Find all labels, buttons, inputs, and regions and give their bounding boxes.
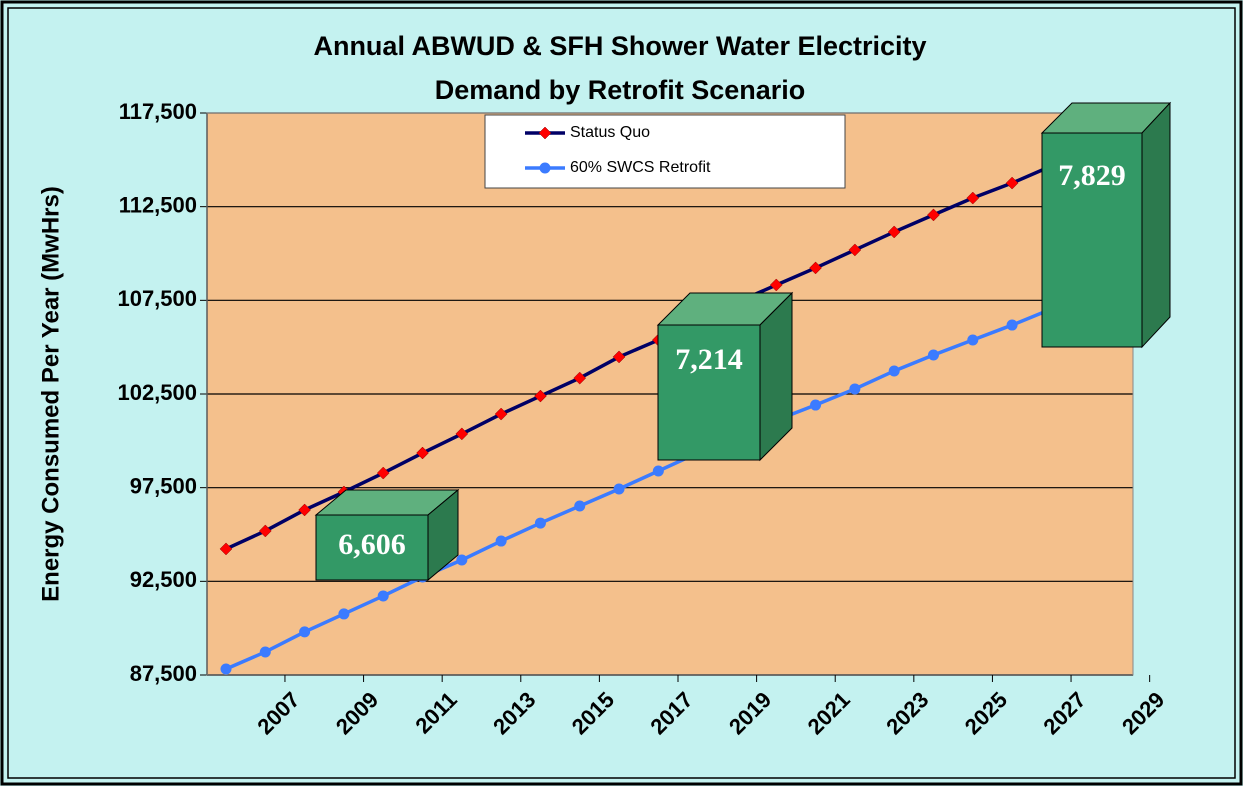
y-tick-label: 92,500 bbox=[130, 567, 197, 592]
annotation: 7,214 bbox=[675, 343, 743, 376]
box-front bbox=[1041, 132, 1143, 348]
point bbox=[338, 608, 350, 620]
point bbox=[456, 554, 468, 566]
point bbox=[848, 243, 862, 257]
box-side bbox=[1141, 101, 1171, 349]
box-front bbox=[657, 324, 761, 461]
point bbox=[967, 334, 979, 346]
point bbox=[494, 407, 508, 421]
y-tick-label: 102,500 bbox=[117, 380, 197, 405]
annotation-box: 6,606 bbox=[314, 488, 460, 582]
point bbox=[927, 349, 939, 361]
annotation-box: 7,214 bbox=[656, 291, 794, 462]
point bbox=[534, 517, 546, 529]
legend-marker bbox=[538, 126, 552, 140]
point bbox=[652, 465, 664, 477]
point bbox=[809, 261, 822, 275]
y-tick-label: 107,500 bbox=[117, 286, 197, 311]
point bbox=[455, 427, 469, 441]
point bbox=[1006, 319, 1018, 331]
chart-title: Demand by Retrofit Scenario bbox=[435, 75, 806, 105]
point bbox=[574, 500, 586, 512]
legend: Status Quo 60% SWCS Retrofit bbox=[484, 114, 846, 189]
point bbox=[258, 524, 272, 538]
legend-label: Status Quo bbox=[570, 124, 650, 141]
point bbox=[966, 191, 980, 205]
point bbox=[1005, 176, 1019, 190]
annotation: 7,829 bbox=[1058, 159, 1126, 192]
chart-title: Annual ABWUD & SFH Shower Water Electric… bbox=[313, 31, 926, 61]
y-axis-label: Energy Consumed Per Year (MwHrs) bbox=[37, 186, 64, 602]
y-tick-label: 112,500 bbox=[119, 192, 197, 217]
series-line bbox=[225, 276, 1131, 671]
point bbox=[849, 383, 861, 395]
point bbox=[416, 446, 429, 460]
point bbox=[573, 371, 587, 385]
grid bbox=[200, 112, 1151, 682]
plot-border bbox=[206, 112, 1134, 676]
y-tick-label: 97,500 bbox=[130, 473, 197, 498]
y-tick-label: 117,500 bbox=[119, 99, 197, 124]
point bbox=[299, 626, 311, 638]
legend-box bbox=[484, 114, 846, 189]
point bbox=[810, 399, 822, 411]
point bbox=[219, 542, 233, 556]
point bbox=[927, 208, 940, 222]
point bbox=[259, 646, 271, 658]
point bbox=[534, 389, 547, 403]
annotation-box: 7,829 bbox=[1040, 101, 1172, 349]
point bbox=[769, 278, 783, 292]
point bbox=[377, 590, 389, 602]
point bbox=[220, 663, 232, 675]
legend-entries: Status Quo 60% SWCS Retrofit bbox=[525, 124, 711, 176]
point bbox=[298, 503, 311, 517]
legend-label: 60% SWCS Retrofit bbox=[570, 159, 711, 176]
inner-border bbox=[7, 7, 1236, 779]
point bbox=[887, 225, 901, 239]
y-tick-label: 87,500 bbox=[130, 661, 197, 686]
point bbox=[495, 535, 507, 547]
point bbox=[888, 365, 900, 377]
legend-marker bbox=[539, 162, 551, 174]
annotation: 6,606 bbox=[338, 528, 406, 561]
point bbox=[376, 466, 390, 480]
box-front bbox=[315, 514, 429, 581]
point bbox=[612, 350, 626, 364]
point bbox=[613, 483, 625, 495]
